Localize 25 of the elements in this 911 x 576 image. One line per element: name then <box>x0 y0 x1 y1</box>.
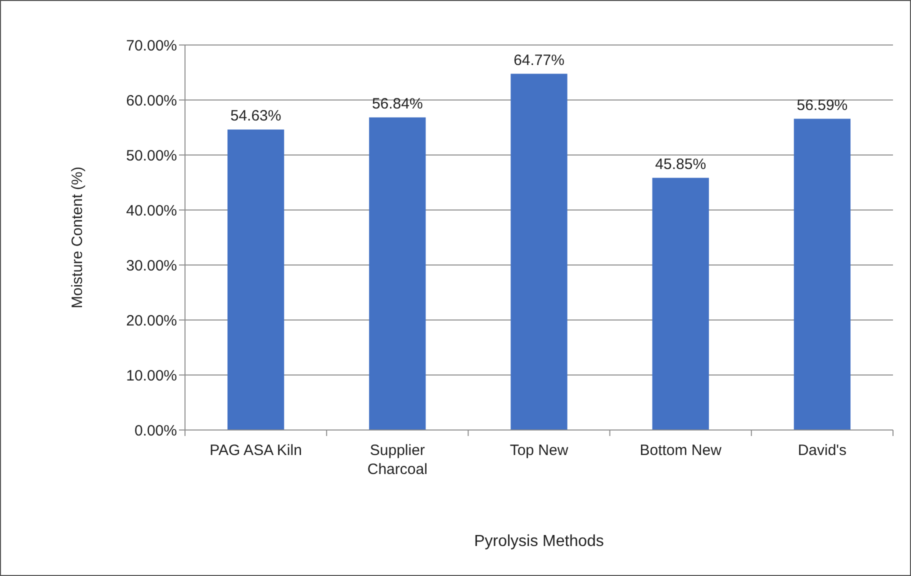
x-tick-label: Bottom New <box>640 442 722 459</box>
x-axis-title: Pyrolysis Methods <box>474 533 604 550</box>
y-tick-label: 70.00% <box>126 37 177 54</box>
data-label: 45.85% <box>655 156 706 173</box>
bar <box>794 118 851 430</box>
y-tick-label: 30.00% <box>126 257 177 274</box>
x-tick-label: Top New <box>510 442 568 459</box>
y-axis-title: Moisture Content (%) <box>69 166 86 308</box>
x-tick-label: PAG ASA Kiln <box>210 442 302 459</box>
y-tick-label: 60.00% <box>126 92 177 110</box>
data-label: 64.77% <box>514 52 564 69</box>
y-tick-label: 50.00% <box>126 147 177 164</box>
bar <box>227 130 284 430</box>
data-label: 56.59% <box>796 96 848 114</box>
bar <box>369 117 426 430</box>
y-tick-label: 20.00% <box>126 312 177 330</box>
x-tick-label: Supplier Charcoal <box>367 442 428 478</box>
bar <box>510 74 568 430</box>
y-tick-label: 40.00% <box>126 202 177 220</box>
data-label: 54.63% <box>230 108 282 125</box>
x-tick-label: David's <box>798 442 847 459</box>
bar <box>652 178 709 430</box>
data-label: 56.84% <box>372 95 423 112</box>
y-tick-label: 10.00% <box>126 367 177 384</box>
y-tick-label: 0.00% <box>134 422 177 440</box>
